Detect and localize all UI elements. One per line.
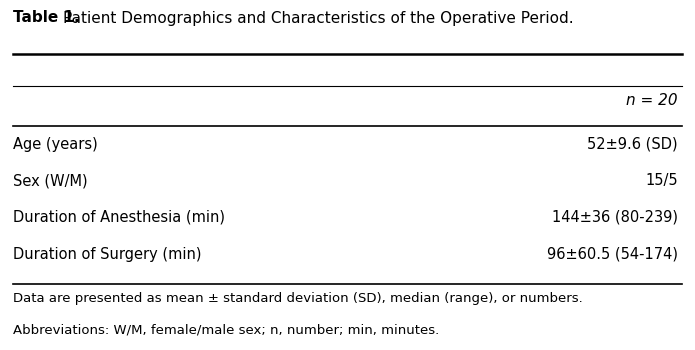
Text: Duration of Surgery (min): Duration of Surgery (min) — [13, 247, 201, 262]
Text: Abbreviations: W/M, female/male sex; n, number; min, minutes.: Abbreviations: W/M, female/male sex; n, … — [13, 324, 439, 337]
Text: 15/5: 15/5 — [645, 173, 678, 188]
Text: 52±9.6 (SD): 52±9.6 (SD) — [587, 136, 678, 152]
Text: 144±36 (80-239): 144±36 (80-239) — [552, 210, 678, 225]
Text: Duration of Anesthesia (min): Duration of Anesthesia (min) — [13, 210, 224, 225]
Text: Age (years): Age (years) — [13, 136, 97, 152]
Text: n = 20: n = 20 — [626, 93, 678, 108]
Text: Sex (W/M): Sex (W/M) — [13, 173, 87, 188]
Text: Patient Demographics and Characteristics of the Operative Period.: Patient Demographics and Characteristics… — [63, 10, 574, 26]
Text: 96±60.5 (54-174): 96±60.5 (54-174) — [547, 247, 678, 262]
Text: Table 1.: Table 1. — [13, 10, 84, 26]
Text: Data are presented as mean ± standard deviation (SD), median (range), or numbers: Data are presented as mean ± standard de… — [13, 292, 582, 305]
